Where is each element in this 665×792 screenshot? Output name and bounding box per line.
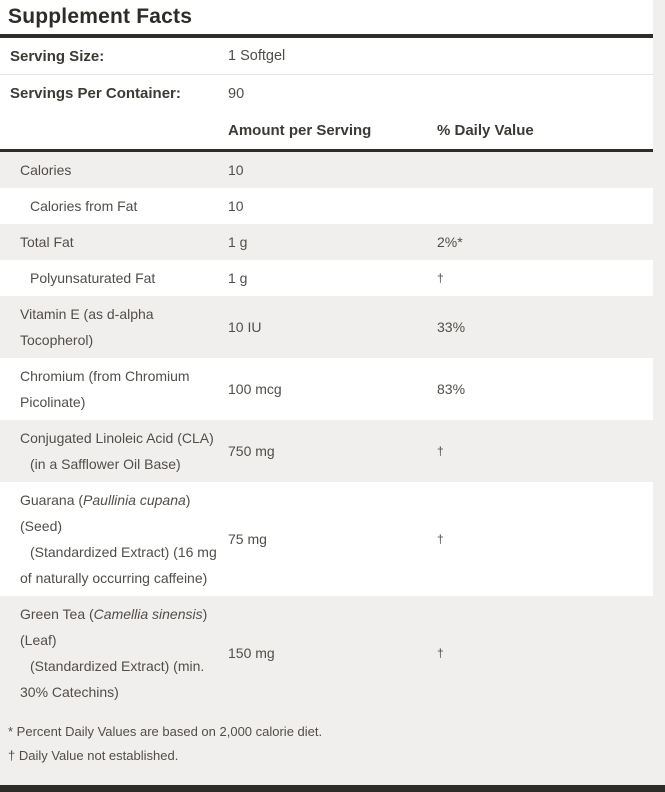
nutrient-row: Green Tea (Camellia sinensis) (Leaf) (Sta… [0,596,653,710]
page-title: Supplement Facts [8,5,193,28]
column-header-row: Amount per Serving % Daily Value [0,112,653,149]
nutrient-name: Vitamin E (as d-alpha Tocopherol) [20,306,154,348]
serving-section: Serving Size: 1 Softgel Servings Per Con… [0,38,653,112]
serving-size-row: Serving Size: 1 Softgel [0,38,653,75]
nutrient-row: Total Fat 1 g 2%* [0,224,653,260]
nutrient-amount: 750 mg [228,443,275,459]
nutrient-amount: 10 IU [228,319,262,335]
footnote-percent-daily-value: * Percent Daily Values are based on 2,00… [8,724,323,739]
daily-value-column-header: % Daily Value [437,122,534,139]
serving-size-value: 1 Softgel [228,48,286,64]
nutrient-name: Guarana (Paullinia cupana) (Seed) (Standa… [20,492,217,586]
nutrient-daily-value: † [437,444,444,458]
nutrient-daily-value: † [437,271,444,285]
nutrient-amount: 10 [228,162,244,178]
nutrient-amount: 1 g [228,234,248,250]
nutrient-row: Vitamin E (as d-alpha Tocopherol) 10 IU … [0,296,653,358]
nutrient-amount: 100 mcg [228,381,282,397]
bottom-bar [0,785,665,792]
amount-column-header: Amount per Serving [228,122,372,139]
supplement-facts-panel: Supplement Facts Serving Size: 1 Softgel… [0,0,653,768]
footnotes-section: * Percent Daily Values are based on 2,00… [0,710,653,768]
nutrient-name: Conjugated Linoleic Acid (CLA) (in a Saff… [20,430,214,472]
nutrient-name: Green Tea (Camellia sinensis) (Leaf) (Sta… [20,606,208,700]
title-rule [0,34,653,38]
nutrient-row: Conjugated Linoleic Acid (CLA) (in a Saff… [0,420,653,482]
nutrient-row: Calories from Fat 10 [0,188,653,224]
servings-per-container-label: Servings Per Container: [10,85,181,102]
nutrient-daily-value: † [437,646,444,660]
title-block: Supplement Facts [0,0,653,34]
nutrient-amount: 10 [228,198,244,214]
servings-per-container-value: 90 [228,85,245,102]
footnote-daily-value-not-established: † Daily Value not established. [8,748,179,763]
servings-per-container-row: Servings Per Container: 90 [0,75,653,112]
nutrient-amount: 1 g [228,270,248,286]
nutrient-daily-value: 33% [437,319,466,335]
nutrient-daily-value: 83% [437,381,466,397]
nutrient-rows: Calories 10 Calories from Fat 10 Total F… [0,152,653,710]
nutrient-daily-value: † [437,532,444,546]
nutrient-name: Polyunsaturated Fat [30,270,156,286]
nutrient-row: Chromium (from Chromium Picolinate) 100 … [0,358,653,420]
nutrient-amount: 75 mg [228,531,267,547]
header-rule [0,149,653,152]
nutrient-row: Polyunsaturated Fat 1 g † [0,260,653,296]
nutrient-name: Chromium (from Chromium Picolinate) [20,368,190,410]
nutrient-name: Total Fat [20,234,74,250]
nutrient-name: Calories from Fat [30,198,138,214]
nutrient-daily-value: 2%* [437,234,463,250]
nutrient-row: Calories 10 [0,152,653,188]
nutrient-row: Guarana (Paullinia cupana) (Seed) (Standa… [0,482,653,596]
nutrient-name: Calories [20,162,72,178]
serving-size-label: Serving Size: [10,47,105,65]
nutrient-amount: 150 mg [228,645,275,661]
